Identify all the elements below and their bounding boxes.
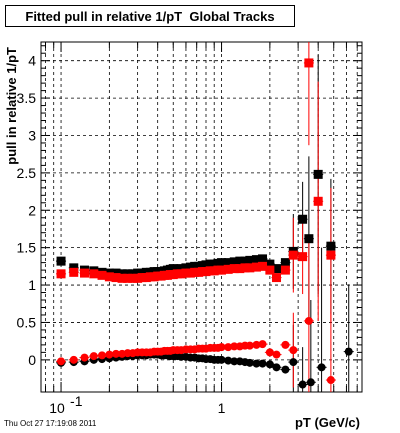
data-point-square [104, 272, 114, 282]
y-tick-label: 1.5 [17, 240, 37, 256]
data-point-circle [289, 358, 298, 367]
y-axis-title: pull in relative 1/pT [4, 47, 19, 165]
data-point-circle [230, 357, 239, 366]
plot-frame [40, 41, 363, 393]
data-point-square [313, 169, 323, 179]
data-point-circle [265, 348, 274, 357]
data-point-square [265, 259, 275, 269]
y-tick-label: 3 [28, 127, 36, 143]
data-point-square [69, 267, 79, 277]
data-point-circle [344, 347, 353, 356]
data-point-square [245, 263, 255, 273]
data-point-circle [306, 378, 315, 387]
data-point-square [313, 196, 323, 206]
data-point-circle [217, 355, 226, 364]
data-point-square [176, 269, 186, 279]
data-point-square [117, 273, 127, 283]
data-point-circle [57, 357, 66, 366]
data-point-circle [105, 350, 114, 359]
data-point-circle [281, 365, 290, 374]
data-point-circle [272, 363, 281, 372]
data-point-square [280, 265, 290, 275]
timestamp-footer: Thu Oct 27 17:19:08 2011 [4, 419, 97, 428]
data-point-square [288, 250, 298, 260]
data-point-circle [230, 342, 239, 351]
data-point-square [245, 255, 255, 265]
data-point-square [89, 269, 99, 279]
data-point-square [251, 262, 261, 272]
data-point-circle [245, 358, 254, 367]
data-point-square [235, 256, 245, 266]
data-point-square [304, 234, 314, 244]
data-point-square [229, 257, 239, 267]
data-point-square [123, 273, 133, 283]
data-point-circle [289, 346, 298, 355]
data-point-square [223, 258, 233, 268]
data-point-square [240, 256, 250, 266]
data-point-circle [317, 363, 326, 372]
y-tick-label: 0 [28, 352, 36, 368]
y-tick-label: 2 [28, 202, 36, 218]
y-tick-label: 1 [28, 277, 36, 293]
data-point-square [56, 269, 66, 279]
data-point-square [217, 258, 227, 268]
data-point-square [258, 261, 268, 271]
data-point-circle [98, 351, 107, 360]
data-point-circle [89, 352, 98, 361]
data-point-circle [252, 359, 261, 368]
data-point-square [56, 256, 66, 266]
data-point-circle [326, 376, 335, 385]
data-point-circle [224, 343, 233, 352]
data-point-square [272, 273, 282, 283]
data-point-square [280, 258, 290, 268]
data-point-circle [265, 360, 274, 369]
x-axis-title: pT (GeV/c) [295, 415, 360, 430]
data-point-circle [224, 356, 233, 365]
y-tick-label: 3.5 [17, 90, 37, 106]
x-tick-label-exponent: -1 [70, 393, 83, 409]
data-point-circle [245, 341, 254, 350]
data-point-circle [80, 353, 89, 362]
y-tick-label: 2.5 [17, 165, 37, 181]
data-point-square [229, 264, 239, 274]
chart-title: Fitted pull in relative 1/pT Global Trac… [25, 9, 275, 24]
data-point-square [223, 264, 233, 274]
data-point-square [326, 241, 336, 251]
data-point-square [97, 270, 107, 280]
data-point-square [251, 255, 261, 265]
data-point-circle [112, 349, 121, 358]
data-point-circle [69, 355, 78, 364]
data-point-square [80, 268, 90, 278]
data-point-square [326, 250, 336, 260]
data-point-circle [298, 380, 307, 389]
data-point-square [235, 264, 245, 274]
data-point-square [298, 252, 308, 262]
data-point-circle [217, 343, 226, 352]
x-tick-label: 10 [49, 400, 65, 416]
data-point-square [111, 273, 121, 283]
y-tick-label: 0.5 [17, 314, 37, 330]
chart-title-box: Fitted pull in relative 1/pT Global Trac… [5, 5, 295, 27]
data-point-square [240, 263, 250, 273]
data-point-circle [258, 340, 267, 349]
data-point-square [265, 265, 275, 275]
data-point-square [298, 214, 308, 224]
data-point-circle [258, 359, 267, 368]
y-tick-label: 4 [28, 53, 36, 69]
data-point-square [304, 58, 314, 68]
data-point-square [217, 265, 227, 275]
plot-area [41, 42, 362, 392]
data-point-square [258, 254, 268, 264]
data-point-square [128, 273, 138, 283]
data-point-circle [281, 340, 290, 349]
data-point-circle [304, 316, 313, 325]
data-point-square [272, 264, 282, 274]
data-point-square [176, 264, 186, 274]
data-point-circle [252, 340, 261, 349]
data-point-circle [272, 350, 281, 359]
x-tick-label: 1 [218, 400, 226, 416]
